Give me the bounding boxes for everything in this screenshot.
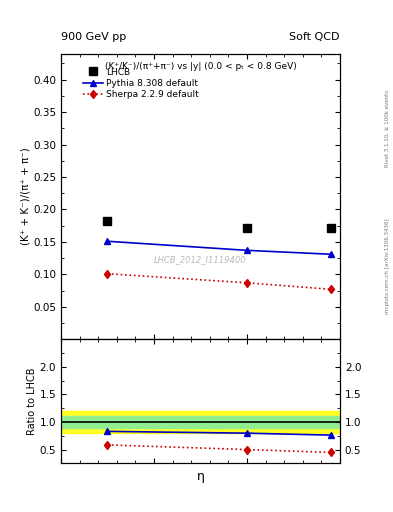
Legend: LHCB, Pythia 8.308 default, Sherpa 2.2.9 default: LHCB, Pythia 8.308 default, Sherpa 2.2.9… bbox=[79, 64, 203, 103]
Sherpa 2.2.9 default bbox=[244, 280, 249, 286]
LHCB bbox=[244, 225, 249, 231]
X-axis label: η: η bbox=[196, 470, 204, 483]
Text: 900 GeV pp: 900 GeV pp bbox=[61, 32, 126, 42]
LHCB bbox=[328, 225, 333, 231]
Sherpa 2.2.9 default bbox=[105, 271, 110, 277]
Pythia 8.308 default bbox=[244, 247, 249, 253]
Sherpa 2.2.9 default bbox=[328, 286, 333, 292]
Text: mcplots.cern.ch [arXiv:1306.3436]: mcplots.cern.ch [arXiv:1306.3436] bbox=[385, 219, 389, 314]
Text: Rivet 3.1.10, ≥ 100k events: Rivet 3.1.10, ≥ 100k events bbox=[385, 90, 389, 166]
Text: LHCB_2012_I1119400: LHCB_2012_I1119400 bbox=[154, 255, 247, 264]
Pythia 8.308 default bbox=[328, 251, 333, 258]
Line: LHCB: LHCB bbox=[104, 217, 334, 231]
Y-axis label: (K⁺ + K⁻)/(π⁺ + π⁻): (K⁺ + K⁻)/(π⁺ + π⁻) bbox=[20, 147, 30, 245]
Bar bbox=[61, 411, 340, 433]
Bar bbox=[61, 416, 340, 428]
Line: Sherpa 2.2.9 default: Sherpa 2.2.9 default bbox=[104, 270, 334, 292]
Y-axis label: Ratio to LHCB: Ratio to LHCB bbox=[27, 368, 37, 435]
Text: Soft QCD: Soft QCD bbox=[290, 32, 340, 42]
LHCB bbox=[105, 218, 110, 224]
Line: Pythia 8.308 default: Pythia 8.308 default bbox=[104, 238, 334, 258]
Text: (K⁺/K⁻)/(π⁺+π⁻) vs |y| (0.0 < pₜ < 0.8 GeV): (K⁺/K⁻)/(π⁺+π⁻) vs |y| (0.0 < pₜ < 0.8 G… bbox=[105, 62, 296, 71]
Pythia 8.308 default bbox=[105, 238, 110, 244]
